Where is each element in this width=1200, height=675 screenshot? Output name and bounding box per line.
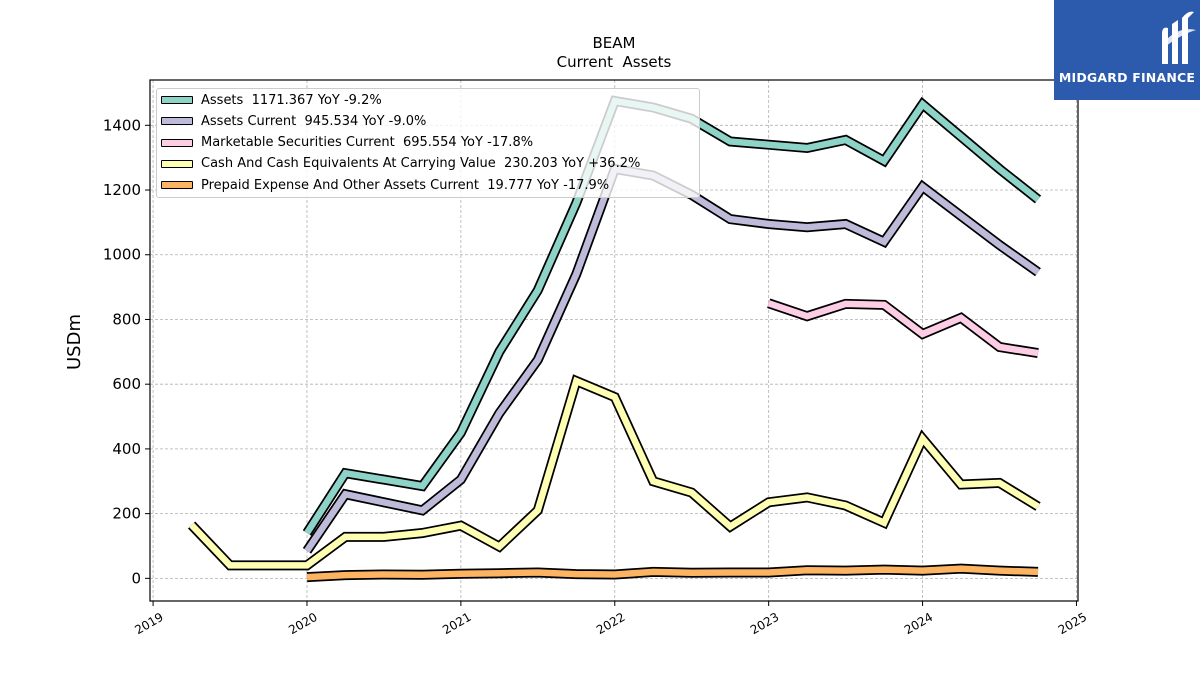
legend-label: Cash And Cash Equivalents At Carrying Va… [201, 156, 641, 172]
chart-subtitle: Current Assets [557, 53, 672, 71]
y-tick-label: 600 [112, 375, 141, 393]
logo: MIDGARD FINANCE [1054, 0, 1200, 100]
series-line [767, 300, 1039, 357]
x-tick-label: 2022 [594, 610, 627, 637]
legend-swatch [161, 96, 193, 104]
x-tick-label: 2023 [748, 610, 781, 637]
y-tick-label: 200 [112, 505, 141, 523]
legend-label: Prepaid Expense And Other Assets Current… [201, 177, 610, 193]
y-tick-label: 1200 [103, 181, 141, 199]
logo-text: MIDGARD FINANCE [1058, 70, 1196, 85]
plot-frame [149, 79, 1079, 602]
legend: Assets 1171.367 YoY -9.2% Assets Current … [156, 88, 700, 198]
legend-item: Assets 1171.367 YoY -9.2% [161, 91, 382, 109]
x-tick-label: 2025 [1056, 610, 1089, 637]
series-3 [187, 374, 1041, 571]
legend-item: Cash And Cash Equivalents At Carrying Va… [161, 155, 640, 173]
legend-swatch [161, 117, 193, 126]
y-tick-label: 400 [112, 440, 141, 458]
legend-swatch [161, 159, 193, 168]
x-tick-label: 2020 [286, 610, 319, 637]
legend-item: Prepaid Expense And Other Assets Current… [161, 176, 609, 194]
chart-title: BEAM [593, 34, 636, 52]
series-2 [767, 298, 1039, 359]
y-tick-label: 1400 [103, 116, 141, 134]
legend-item: Marketable Securities Current 695.554 Yo… [161, 134, 533, 152]
legend-swatch [161, 181, 193, 190]
legend-label: Assets Current 945.534 YoY -9.0% [201, 113, 427, 129]
series-line [189, 376, 1040, 569]
legend-label: Marketable Securities Current 695.554 Yo… [201, 135, 534, 151]
logo-mark-icon [1162, 11, 1196, 65]
y-axis-label: USDm [64, 314, 85, 370]
x-tick-label: 2024 [902, 610, 935, 637]
y-tick-label: 1000 [103, 246, 141, 264]
x-tick-label: 2019 [132, 610, 165, 637]
legend-item: Assets Current 945.534 YoY -9.0% [161, 112, 426, 130]
y-tick-label: 800 [112, 310, 141, 328]
series-line-outline [302, 163, 1041, 554]
series-line [304, 165, 1040, 553]
series-4 [306, 563, 1039, 583]
series-1 [302, 163, 1041, 554]
series-line [306, 565, 1039, 581]
legend-swatch [161, 138, 193, 147]
y-tick-label: 0 [131, 569, 141, 587]
legend-label: Assets 1171.367 YoY -9.2% [201, 92, 382, 108]
x-tick-label: 2021 [440, 610, 473, 637]
